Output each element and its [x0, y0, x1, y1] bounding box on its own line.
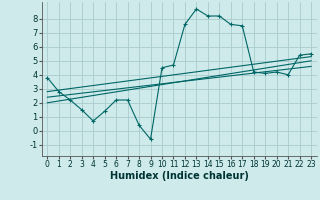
- X-axis label: Humidex (Indice chaleur): Humidex (Indice chaleur): [110, 171, 249, 181]
